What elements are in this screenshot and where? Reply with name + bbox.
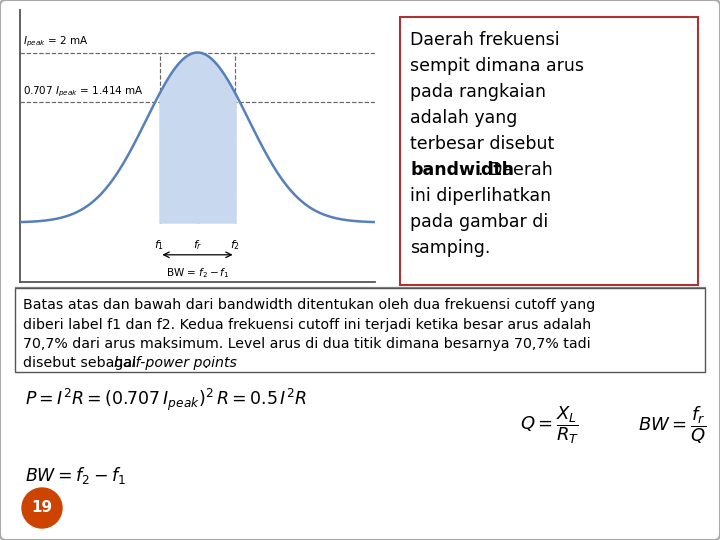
Text: ini diperlihatkan: ini diperlihatkan	[410, 187, 551, 205]
Text: sempit dimana arus: sempit dimana arus	[410, 57, 584, 75]
Text: pada gambar di: pada gambar di	[410, 213, 548, 231]
Text: $BW = f_2 - f_1$: $BW = f_2 - f_1$	[24, 465, 125, 486]
Text: 70,7% dari arus maksimum. Level arus di dua titik dimana besarnya 70,7% tadi: 70,7% dari arus maksimum. Level arus di …	[23, 337, 590, 351]
Text: $f_r$: $f_r$	[193, 238, 202, 252]
Text: $Q = \dfrac{X_L}{R_T}$: $Q = \dfrac{X_L}{R_T}$	[520, 404, 580, 447]
Text: bandwidth: bandwidth	[410, 161, 514, 179]
Text: diberi label f1 dan f2. Kedua frekuensi cutoff ini terjadi ketika besar arus ada: diberi label f1 dan f2. Kedua frekuensi …	[23, 318, 591, 332]
Text: adalah yang: adalah yang	[410, 109, 518, 127]
Text: half-power points: half-power points	[114, 356, 237, 370]
Text: disebut sebagai: disebut sebagai	[23, 356, 140, 370]
Text: . Daerah: . Daerah	[478, 161, 553, 179]
Text: terbesar disebut: terbesar disebut	[410, 135, 554, 153]
FancyBboxPatch shape	[400, 17, 698, 285]
Text: samping.: samping.	[410, 239, 490, 257]
Text: $f_2$: $f_2$	[230, 238, 240, 252]
Text: $f_1$: $f_1$	[154, 238, 165, 252]
Text: Daerah frekuensi: Daerah frekuensi	[410, 31, 559, 49]
Text: $BW = \dfrac{f_r}{Q}$: $BW = \dfrac{f_r}{Q}$	[638, 404, 706, 447]
Text: pada rangkaian: pada rangkaian	[410, 83, 546, 101]
FancyBboxPatch shape	[15, 288, 705, 372]
Text: 19: 19	[32, 501, 53, 516]
Circle shape	[22, 488, 62, 528]
Text: Batas atas dan bawah dari bandwidth ditentukan oleh dua frekuensi cutoff yang: Batas atas dan bawah dari bandwidth dite…	[23, 298, 595, 312]
Text: BW = $f_2 - f_1$: BW = $f_2 - f_1$	[166, 267, 229, 280]
Text: 0.707 $\it{I}_{peak}$ = 1.414 mA: 0.707 $\it{I}_{peak}$ = 1.414 mA	[23, 84, 144, 99]
Text: $P = I^2R = (0.707\,I_{peak})^2\,R = 0.5\,I^2R$: $P = I^2R = (0.707\,I_{peak})^2\,R = 0.5…	[24, 387, 307, 413]
Text: .: .	[204, 356, 209, 370]
Text: $\it{I}_{peak}$ = 2 mA: $\it{I}_{peak}$ = 2 mA	[23, 35, 89, 49]
